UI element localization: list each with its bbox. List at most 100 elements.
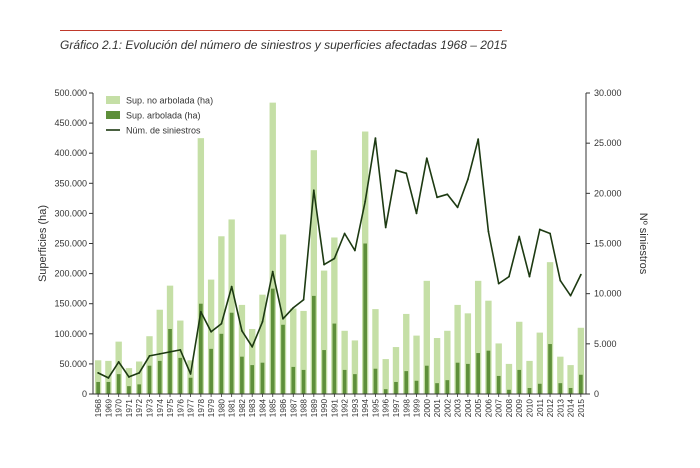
point-siniestros-1995 xyxy=(374,137,377,140)
point-siniestros-1971 xyxy=(128,376,130,378)
x-tick-label-2009: 2009 xyxy=(515,399,524,418)
bar-arbolada-1977 xyxy=(188,377,193,394)
bar-arbolada-2013 xyxy=(558,383,563,394)
point-siniestros-1990 xyxy=(323,263,325,266)
bar-arbolada-1993 xyxy=(353,374,357,394)
bar-no-arbolada-2002 xyxy=(444,330,451,394)
bar-no-arbolada-1992 xyxy=(341,330,348,394)
y-tick-label-left: 350.000 xyxy=(54,178,87,188)
point-siniestros-1987 xyxy=(292,306,295,309)
bar-no-arbolada-1974 xyxy=(156,309,163,394)
y-tick-label-left: 200.000 xyxy=(54,269,87,279)
x-tick-label-1987: 1987 xyxy=(289,399,298,418)
bar-no-arbolada-1995 xyxy=(372,309,379,394)
bar-no-arbolada-1970 xyxy=(115,341,122,394)
point-siniestros-2002 xyxy=(446,193,449,196)
y-tick-label-left: 100.000 xyxy=(54,329,87,339)
bar-arbolada-1980 xyxy=(219,333,224,394)
x-tick-label-2005: 2005 xyxy=(474,399,483,418)
bar-arbolada-1997 xyxy=(394,381,398,394)
bar-arbolada-1971 xyxy=(127,386,131,394)
bar-no-arbolada-2015 xyxy=(577,327,585,394)
x-tick-label-1993: 1993 xyxy=(351,399,360,418)
x-tick-label-2004: 2004 xyxy=(464,399,473,418)
point-siniestros-1997 xyxy=(395,169,397,172)
point-siniestros-1969 xyxy=(107,377,110,379)
x-tick-label-2003: 2003 xyxy=(454,399,463,418)
bar-arbolada-2005 xyxy=(476,353,481,394)
bar-no-arbolada-1986 xyxy=(279,234,287,394)
bar-no-arbolada-1973 xyxy=(146,336,153,394)
point-siniestros-2014 xyxy=(569,294,572,297)
bar-no-arbolada-2006 xyxy=(485,300,492,394)
bar-arbolada-1986 xyxy=(281,324,285,394)
bar-arbolada-1969 xyxy=(106,381,111,394)
x-tick-label-1990: 1990 xyxy=(320,399,329,418)
bar-arbolada-1979 xyxy=(209,348,213,394)
x-tick-label-2012: 2012 xyxy=(546,399,555,418)
bar-arbolada-1970 xyxy=(116,374,121,394)
bar-arbolada-2002 xyxy=(445,380,450,394)
y-tick-label-left: 150.000 xyxy=(54,299,87,309)
x-tick-label-1971: 1971 xyxy=(125,399,134,418)
point-siniestros-1989 xyxy=(312,189,315,192)
point-siniestros-2006 xyxy=(487,230,490,233)
bar-arbolada-1988 xyxy=(301,369,306,394)
y-tick-label-right: 0 xyxy=(594,389,599,399)
point-siniestros-1994 xyxy=(364,200,367,203)
point-siniestros-1996 xyxy=(384,226,387,229)
y-tick-label-right: 10.000 xyxy=(594,289,622,299)
bar-arbolada-1992 xyxy=(342,369,347,394)
bar-arbolada-1996 xyxy=(383,389,388,394)
bar-arbolada-1991 xyxy=(332,323,337,394)
bar-arbolada-1990 xyxy=(322,350,326,394)
bar-arbolada-2000 xyxy=(424,365,429,394)
bar-no-arbolada-1997 xyxy=(392,347,400,394)
legend-swatch-arbolada xyxy=(106,111,120,119)
point-siniestros-1973 xyxy=(148,354,151,357)
x-tick-label-2001: 2001 xyxy=(433,399,442,418)
point-siniestros-2010 xyxy=(528,275,531,278)
bar-arbolada-2007 xyxy=(496,375,501,394)
bar-no-arbolada-1979 xyxy=(207,279,215,394)
bar-arbolada-1994 xyxy=(363,243,368,394)
y-tick-label-left: 400.000 xyxy=(54,148,87,158)
bar-no-arbolada-2008 xyxy=(505,363,513,394)
bar-no-arbolada-2003 xyxy=(454,304,461,394)
point-siniestros-1976 xyxy=(179,348,182,351)
bar-no-arbolada-1998 xyxy=(403,313,410,394)
point-siniestros-2000 xyxy=(425,157,428,160)
point-siniestros-2003 xyxy=(456,206,459,209)
point-siniestros-1974 xyxy=(158,352,161,355)
x-tick-label-1976: 1976 xyxy=(176,399,185,418)
point-siniestros-2011 xyxy=(538,228,541,231)
bar-arbolada-1999 xyxy=(414,380,419,394)
bar-no-arbolada-1990 xyxy=(320,270,328,394)
bar-no-arbolada-1982 xyxy=(238,304,246,394)
point-siniestros-1977 xyxy=(189,373,192,375)
point-siniestros-1978 xyxy=(199,310,202,313)
bar-no-arbolada-1985 xyxy=(269,102,276,394)
x-tick-label-1975: 1975 xyxy=(166,399,175,418)
bar-arbolada-2008 xyxy=(507,389,511,394)
bar-no-arbolada-1972 xyxy=(136,361,143,394)
point-siniestros-1982 xyxy=(241,329,243,332)
x-tick-label-2007: 2007 xyxy=(495,399,504,418)
bar-no-arbolada-1999 xyxy=(413,335,420,394)
bar-no-arbolada-1993 xyxy=(351,340,359,394)
x-tick-label-2013: 2013 xyxy=(556,399,565,418)
bar-no-arbolada-2009 xyxy=(516,321,523,394)
x-tick-label-2002: 2002 xyxy=(443,399,452,418)
x-tick-label-1972: 1972 xyxy=(135,399,144,418)
bar-arbolada-1989 xyxy=(311,295,316,394)
bar-no-arbolada-2012 xyxy=(546,262,554,394)
bar-no-arbolada-1984 xyxy=(259,294,266,394)
x-tick-label-2008: 2008 xyxy=(505,399,514,418)
point-siniestros-1998 xyxy=(405,172,408,175)
bar-arbolada-1973 xyxy=(147,365,152,394)
bar-arbolada-1974 xyxy=(157,360,162,394)
y-tick-label-left: 500.000 xyxy=(54,88,87,98)
bar-arbolada-1984 xyxy=(260,362,265,394)
x-tick-label-1973: 1973 xyxy=(145,399,154,418)
